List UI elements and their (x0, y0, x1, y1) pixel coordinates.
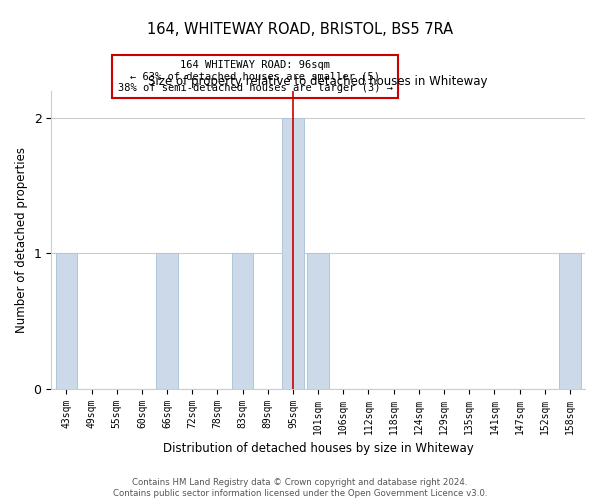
Text: 164, WHITEWAY ROAD, BRISTOL, BS5 7RA: 164, WHITEWAY ROAD, BRISTOL, BS5 7RA (147, 22, 453, 38)
Bar (157, 253, 178, 388)
Bar (232, 253, 253, 388)
Text: 164 WHITEWAY ROAD: 96sqm
← 63% of detached houses are smaller (5)
38% of semi-de: 164 WHITEWAY ROAD: 96sqm ← 63% of detach… (118, 60, 392, 94)
Bar (282, 118, 304, 388)
Bar (56, 253, 77, 388)
Bar (559, 253, 581, 388)
Title: Size of property relative to detached houses in Whiteway: Size of property relative to detached ho… (148, 75, 488, 88)
Y-axis label: Number of detached properties: Number of detached properties (15, 146, 28, 332)
Text: Contains HM Land Registry data © Crown copyright and database right 2024.
Contai: Contains HM Land Registry data © Crown c… (113, 478, 487, 498)
Bar (307, 253, 329, 388)
X-axis label: Distribution of detached houses by size in Whiteway: Distribution of detached houses by size … (163, 442, 473, 455)
